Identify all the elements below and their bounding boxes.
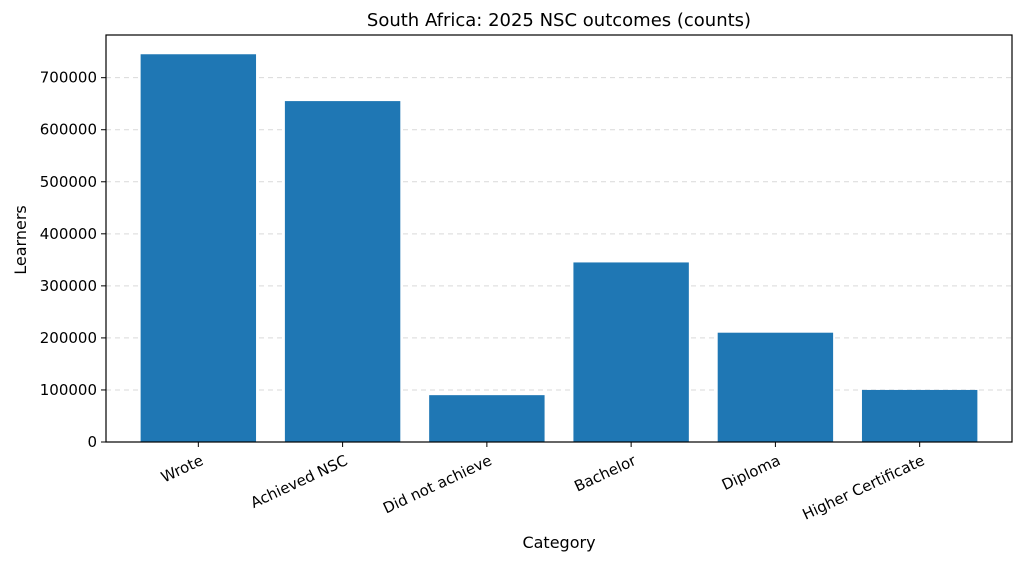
x-tick-label: Wrote [158,451,206,486]
y-tick-label: 600000 [40,121,97,139]
bar-diploma [717,332,834,442]
x-axis-title: Category [522,533,595,552]
y-axis-title: Learners [11,205,30,274]
y-tick-label: 700000 [40,69,97,87]
x-tick-label: Diploma [719,451,783,494]
y-tick-label: 100000 [40,381,97,399]
y-tick-label: 200000 [40,329,97,347]
y-tick-label: 400000 [40,225,97,243]
x-axis: Wrote Achieved NSC Did not achieve Bachelor… [158,442,927,524]
bar-higher-certificate [861,389,978,442]
bar-wrote [140,54,257,443]
x-tick-label: Achieved NSC [248,451,351,512]
y-tick-label: 300000 [40,277,97,295]
x-tick-label: Did not achieve [380,451,494,517]
y-tick-label: 0 [87,433,97,451]
bar-bachelor [573,262,689,442]
y-axis: 0 100000 200000 300000 400000 500000 600000 700… [40,69,106,451]
x-tick-label: Bachelor [571,451,639,496]
x-tick-label: Higher Certificate [800,451,928,523]
grid [106,77,1012,391]
chart-title: South Africa: 2025 NSC outcomes (counts) [367,10,751,31]
bar-achieved-nsc [284,101,401,443]
bar-did-not-achieve [429,395,545,442]
bars [140,54,978,443]
plot-frame [105,34,1013,443]
y-tick-label: 500000 [40,173,97,191]
